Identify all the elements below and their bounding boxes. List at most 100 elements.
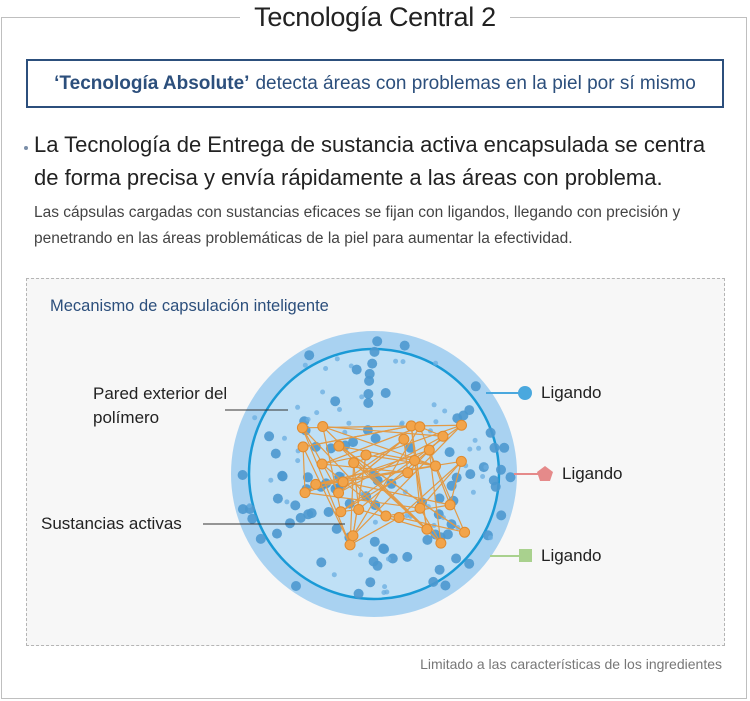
particle [365, 577, 376, 588]
page-title: Tecnología Central 2 [0, 0, 750, 34]
particle [314, 410, 320, 416]
ligand-label-2: Ligando [562, 464, 623, 483]
particle [255, 533, 266, 544]
active-substance-node [333, 487, 345, 499]
particle [433, 360, 439, 366]
particle [472, 437, 478, 443]
particle [382, 584, 388, 590]
particle [237, 470, 248, 480]
active-substance-node [437, 430, 449, 442]
active-link [338, 438, 405, 494]
particle [290, 500, 301, 511]
particle [464, 558, 475, 569]
particle [399, 420, 405, 426]
particle [464, 405, 475, 416]
particle [496, 464, 506, 475]
active-link [352, 424, 462, 537]
circle-icon [518, 386, 532, 400]
active-link [352, 426, 421, 537]
ligand-label-3: Ligando [541, 546, 602, 565]
particle [451, 553, 462, 564]
particle [295, 512, 306, 523]
active-substance-node [337, 476, 349, 488]
active-link [353, 462, 360, 510]
particle [331, 572, 337, 578]
particle [369, 346, 380, 357]
particle [247, 503, 252, 509]
active-substance-node [360, 449, 372, 461]
active-substance-node [435, 537, 447, 549]
particle [499, 442, 510, 453]
footnote: Limitado a las características de los in… [420, 656, 722, 672]
particle [470, 489, 476, 495]
particle [379, 544, 390, 555]
particle [323, 507, 334, 517]
particle [431, 402, 437, 408]
active-substance-node [455, 419, 467, 431]
particle [399, 340, 410, 351]
particle [285, 518, 295, 529]
particle [295, 458, 301, 464]
particle [384, 589, 390, 595]
active-substance-node [347, 530, 359, 542]
particle [302, 472, 313, 483]
active-link [321, 454, 367, 465]
active-substance-node [402, 467, 414, 479]
particle [387, 553, 398, 564]
active-link [301, 427, 351, 546]
active-link [449, 461, 462, 506]
active-substance-node [333, 440, 345, 452]
active-substance-node [444, 499, 456, 511]
active-substance-node [353, 503, 365, 515]
particle [237, 504, 248, 515]
particle [402, 551, 413, 562]
active-link [302, 424, 462, 429]
active-substance-node [414, 502, 426, 514]
active-substance-node [296, 422, 308, 434]
particle [369, 536, 380, 547]
particle [385, 556, 391, 562]
active-substance-node [344, 539, 356, 551]
particle [372, 336, 383, 347]
particle [440, 580, 451, 591]
particle [370, 433, 381, 444]
section-headline: La Tecnología de Entrega de sustancia ac… [34, 132, 706, 190]
active-substance-node [317, 421, 329, 433]
active-substance-node [421, 523, 433, 535]
particle [372, 519, 378, 525]
particle [252, 415, 258, 421]
particle [337, 407, 342, 412]
particle [422, 534, 433, 545]
active-link [398, 516, 465, 533]
highlight-banner: ‘Tecnología Absolute’ detecta áreas con … [26, 59, 724, 108]
active-link [322, 463, 408, 474]
particle [489, 442, 500, 453]
active-substance-node [393, 512, 405, 524]
active-substance-node [423, 444, 435, 456]
active-substance-node [459, 526, 471, 538]
active-substance-node [429, 460, 441, 472]
active-link [321, 463, 387, 517]
outer-wall-label: Pared exterior del polímero [93, 384, 228, 427]
particle [367, 358, 378, 369]
active-substance-node [335, 506, 347, 518]
particle [359, 394, 365, 400]
active-substances-label: Sustancias activas [41, 514, 182, 533]
diagram-title: Mecanismo de capsulación inteligente [50, 297, 329, 315]
particle [433, 419, 439, 425]
active-substance-node [310, 478, 322, 490]
pentagon-icon [537, 466, 553, 481]
square-icon [519, 549, 532, 562]
particle [331, 523, 342, 534]
active-link [304, 449, 430, 494]
active-substance-node [348, 457, 360, 469]
active-link [349, 516, 400, 546]
particle [483, 464, 489, 470]
particle [295, 404, 301, 410]
particle [303, 509, 314, 520]
active-link [398, 460, 462, 518]
particle [302, 362, 308, 368]
active-substance-node [299, 487, 311, 499]
particle [323, 366, 329, 371]
